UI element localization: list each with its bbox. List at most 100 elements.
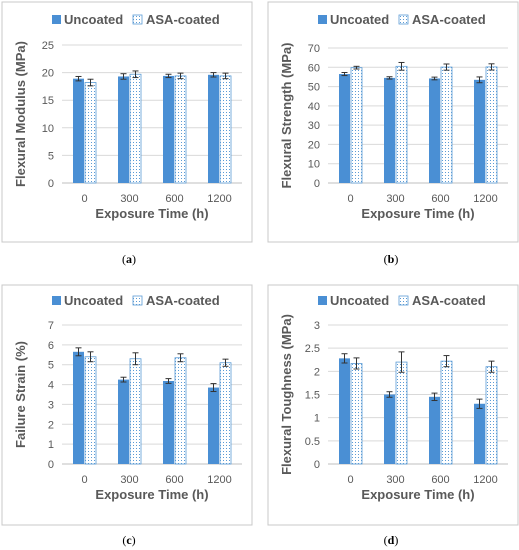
bar-b-uncoated bbox=[429, 78, 440, 183]
x-axis-title-d: Exposure Time (h) bbox=[361, 487, 474, 502]
x-tick-label-b: 1200 bbox=[473, 193, 497, 205]
x-tick-label-d: 1200 bbox=[473, 474, 497, 486]
y-tick-label-a: 15 bbox=[42, 95, 54, 107]
y-tick-label-a: 0 bbox=[48, 178, 54, 190]
bar-c-uncoated bbox=[73, 351, 84, 464]
y-tick-label-c: 1 bbox=[48, 439, 54, 451]
legend-label-uncoated-b: Uncoated bbox=[330, 12, 389, 27]
bar-d-coated bbox=[395, 361, 408, 465]
legend-swatch-coated-b bbox=[398, 14, 409, 25]
y-tick-label-a: 5 bbox=[48, 150, 54, 162]
x-tick-label-d: 300 bbox=[386, 474, 404, 486]
y-tick-label-c: 4 bbox=[48, 380, 54, 392]
y-tick-label-c: 5 bbox=[48, 360, 54, 372]
x-tick-label-a: 0 bbox=[81, 193, 87, 205]
y-tick-label-c: 7 bbox=[48, 320, 54, 332]
bar-a-coated bbox=[219, 75, 232, 184]
y-tick-label-d: 2 bbox=[314, 366, 320, 378]
bar-b-uncoated bbox=[384, 77, 395, 183]
bar-c-uncoated bbox=[163, 380, 174, 464]
x-tick-label-b: 0 bbox=[347, 193, 353, 205]
bar-b-uncoated bbox=[474, 79, 485, 183]
bar-a-uncoated bbox=[73, 78, 84, 183]
y-tick-label-b: 20 bbox=[308, 139, 320, 151]
y-axis-title-a: Flexural Modulus (MPa) bbox=[13, 41, 28, 187]
bar-c-coated bbox=[174, 357, 187, 465]
legend-swatch-uncoated-b bbox=[318, 15, 327, 24]
x-tick-label-d: 600 bbox=[431, 474, 449, 486]
caption-b: (b) bbox=[383, 252, 399, 266]
y-axis-title-b: Flexural Strength (MPa) bbox=[279, 43, 294, 189]
y-tick-label-b: 40 bbox=[308, 101, 320, 113]
bar-d-uncoated bbox=[384, 394, 395, 464]
caption-c: (c) bbox=[122, 533, 136, 547]
y-tick-label-c: 6 bbox=[48, 340, 54, 352]
x-tick-label-a: 300 bbox=[120, 193, 138, 205]
y-tick-label-a: 10 bbox=[42, 123, 54, 135]
legend-label-coated-c: ASA-coated bbox=[146, 293, 220, 308]
caption-a-letter: a bbox=[126, 252, 132, 266]
x-axis-title-b: Exposure Time (h) bbox=[361, 206, 474, 221]
y-axis-title-c: Failure Strain (%) bbox=[13, 341, 28, 448]
y-tick-label-d: 2.5 bbox=[305, 343, 320, 355]
y-tick-label-b: 30 bbox=[308, 120, 320, 132]
chart-frame-d bbox=[267, 284, 519, 526]
bar-d-uncoated bbox=[474, 403, 485, 464]
legend-swatch-coated-d bbox=[398, 295, 409, 306]
bar-b-uncoated bbox=[339, 74, 350, 183]
chart-frame-c bbox=[1, 284, 253, 526]
y-tick-label-b: 50 bbox=[308, 82, 320, 94]
x-tick-label-c: 300 bbox=[120, 474, 138, 486]
legend-label-uncoated-c: Uncoated bbox=[64, 293, 123, 308]
bar-c-uncoated bbox=[118, 379, 129, 464]
bar-a-coated bbox=[174, 75, 187, 184]
bar-d-coated bbox=[440, 360, 453, 465]
caption-a: (a) bbox=[122, 252, 136, 266]
y-axis-title-d: Flexural Toughness (MPa) bbox=[279, 314, 294, 475]
legend-label-coated-d: ASA-coated bbox=[412, 293, 486, 308]
legend-label-coated-b: ASA-coated bbox=[412, 12, 486, 27]
bar-c-coated bbox=[219, 362, 232, 465]
legend-swatch-coated-c bbox=[132, 295, 143, 306]
caption-d-letter: d bbox=[387, 533, 395, 547]
bar-c-coated bbox=[84, 356, 97, 465]
bar-b-coated bbox=[485, 66, 498, 184]
bar-a-uncoated bbox=[118, 76, 129, 183]
caption-d: (d) bbox=[383, 533, 399, 547]
bar-c-uncoated bbox=[208, 387, 219, 464]
bar-a-uncoated bbox=[163, 75, 174, 183]
bar-c-coated bbox=[129, 358, 142, 465]
legend-swatch-uncoated-a bbox=[52, 15, 61, 24]
legend-swatch-uncoated-c bbox=[52, 296, 61, 305]
y-tick-label-c: 2 bbox=[48, 419, 54, 431]
legend-swatch-uncoated-d bbox=[318, 296, 327, 305]
y-tick-label-a: 20 bbox=[42, 68, 54, 80]
legend-label-coated-a: ASA-coated bbox=[146, 12, 220, 27]
bar-d-coated bbox=[485, 366, 498, 465]
bar-d-coated bbox=[350, 363, 363, 465]
y-tick-label-a: 25 bbox=[42, 40, 54, 52]
x-tick-label-c: 0 bbox=[81, 474, 87, 486]
y-tick-label-b: 70 bbox=[308, 43, 320, 55]
x-tick-label-c: 600 bbox=[165, 474, 183, 486]
y-tick-label-b: 10 bbox=[308, 159, 320, 171]
x-tick-label-c: 1200 bbox=[207, 474, 231, 486]
y-tick-label-c: 0 bbox=[48, 459, 54, 471]
x-tick-label-d: 0 bbox=[347, 474, 353, 486]
caption-b-letter: b bbox=[387, 252, 395, 266]
y-tick-label-c: 3 bbox=[48, 399, 54, 411]
y-tick-label-d: 3 bbox=[314, 320, 320, 332]
bar-a-coated bbox=[129, 73, 142, 184]
y-tick-label-d: 1 bbox=[314, 413, 320, 425]
y-tick-label-d: 0.5 bbox=[305, 436, 320, 448]
chart-frame-a bbox=[1, 1, 253, 243]
x-tick-label-b: 600 bbox=[431, 193, 449, 205]
bar-b-coated bbox=[350, 67, 363, 184]
bar-a-coated bbox=[84, 82, 97, 184]
bar-b-coated bbox=[440, 66, 453, 184]
legend-label-uncoated-a: Uncoated bbox=[64, 12, 123, 27]
y-tick-label-d: 0 bbox=[314, 459, 320, 471]
y-tick-label-b: 60 bbox=[308, 62, 320, 74]
